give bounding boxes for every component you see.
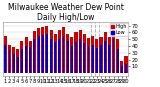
Bar — [100, 45, 102, 73]
Bar — [117, 49, 119, 73]
Bar — [33, 31, 36, 73]
Bar — [124, 56, 128, 73]
Bar — [50, 39, 52, 73]
Bar — [21, 49, 23, 73]
Bar — [8, 45, 11, 73]
Bar — [63, 36, 64, 73]
Bar — [87, 38, 90, 73]
Bar — [37, 28, 40, 73]
Title: Milwaukee Weather Dew Point
Daily High/Low: Milwaukee Weather Dew Point Daily High/L… — [8, 3, 124, 22]
Bar — [95, 39, 98, 73]
Bar — [42, 35, 44, 73]
Bar — [108, 45, 110, 73]
Bar — [100, 37, 103, 73]
Bar — [29, 47, 31, 73]
Bar — [116, 39, 119, 73]
Bar — [12, 47, 15, 73]
Bar — [113, 39, 114, 73]
Bar — [17, 57, 19, 73]
Bar — [13, 54, 15, 73]
Bar — [125, 64, 127, 73]
Legend: High, Low: High, Low — [110, 23, 128, 36]
Bar — [8, 50, 10, 73]
Bar — [4, 45, 6, 73]
Bar — [62, 27, 65, 73]
Bar — [108, 37, 111, 73]
Bar — [16, 49, 19, 73]
Bar — [70, 37, 73, 73]
Bar — [24, 37, 28, 73]
Bar — [83, 34, 86, 73]
Bar — [71, 46, 73, 73]
Bar — [104, 41, 106, 73]
Bar — [91, 36, 94, 73]
Bar — [66, 34, 69, 73]
Bar — [67, 41, 69, 73]
Bar — [104, 32, 107, 73]
Bar — [58, 30, 61, 73]
Bar — [4, 36, 7, 73]
Bar — [58, 39, 60, 73]
Bar — [83, 43, 85, 73]
Bar — [120, 61, 123, 73]
Bar — [45, 26, 48, 73]
Bar — [29, 41, 32, 73]
Bar — [75, 42, 77, 73]
Bar — [121, 66, 123, 73]
Bar — [88, 46, 89, 73]
Bar — [112, 30, 115, 73]
Bar — [54, 34, 57, 73]
Bar — [96, 48, 98, 73]
Bar — [41, 27, 44, 73]
Bar — [33, 39, 35, 73]
Bar — [46, 34, 48, 73]
Bar — [54, 42, 56, 73]
Bar — [49, 30, 53, 73]
Bar — [20, 41, 24, 73]
Bar — [79, 39, 81, 73]
Bar — [25, 46, 27, 73]
Bar — [38, 36, 40, 73]
Bar — [75, 32, 78, 73]
Bar — [79, 30, 82, 73]
Bar — [92, 45, 94, 73]
